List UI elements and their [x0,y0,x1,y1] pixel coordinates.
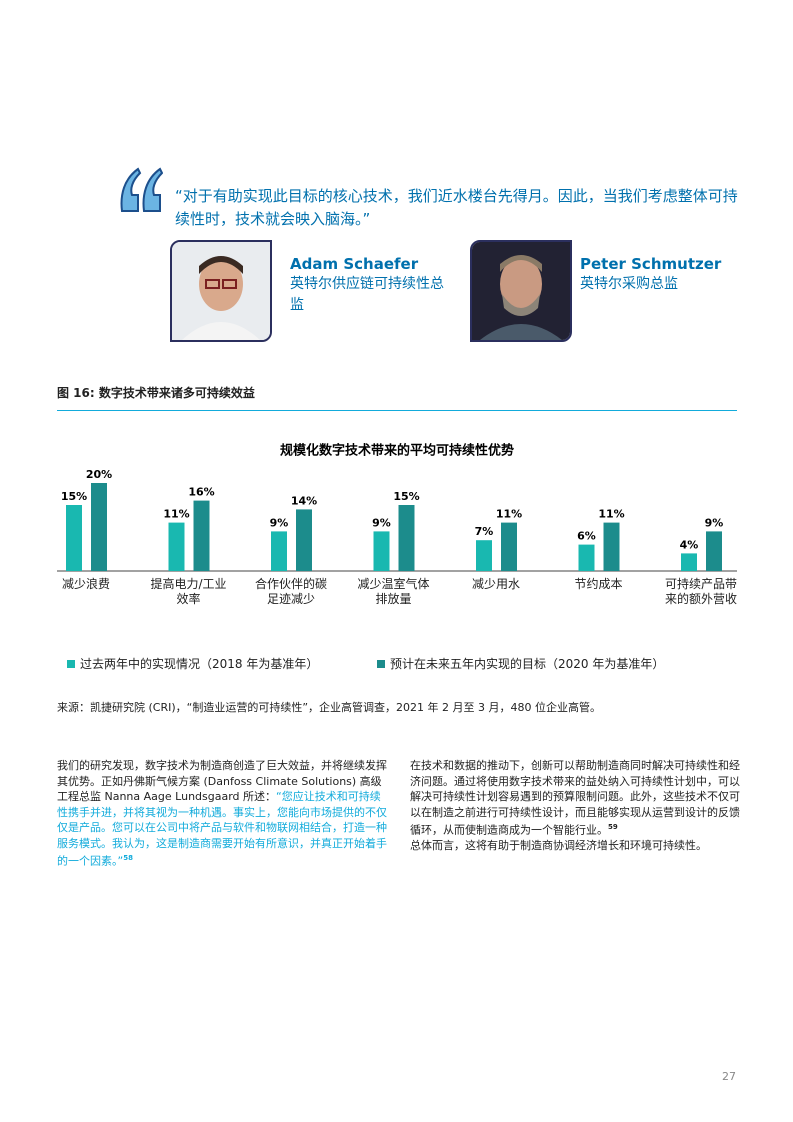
x-tick-label: 节约成本 [574,577,623,591]
person-role: 英特尔采购总监 [580,276,678,292]
bar [603,522,620,571]
footnote: 59 [608,823,618,831]
x-tick-label: 提高电力/工业效率 [150,577,227,606]
x-tick-label: 合作伙伴的碳足迹减少 [254,577,327,606]
value-label: 20% [86,468,112,481]
x-tick-label: 可持续产品带来的额外营收 [664,577,737,606]
legend-swatch [377,660,385,668]
bar [66,505,82,571]
quote: “对于有助实现此目标的核心技术，我们近水楼台先得月。因此，当我们考虑整体可持续性… [175,187,738,228]
bar [476,540,492,571]
bar [398,505,415,571]
bar [91,483,107,571]
page-number: 27 [722,1070,736,1083]
value-label: 9% [372,516,391,529]
body-right: 在技术和数据的推动下，创新可以帮助制造商同时解决可持续性和经济问题。通过将使用数… [410,758,750,854]
legend-item: 过去两年中的实现情况（2018 年为基准年） [67,655,318,672]
source: 来源：凯捷研究院 (CRI)，“制造业运营的可持续性”，企业高管调查，2021 … [57,701,602,714]
legend-item: 预计在未来五年内实现的目标（2020 年为基准年） [377,655,664,672]
body-text: 在技术和数据的推动下，创新可以帮助制造商同时解决可持续性和经济问题。通过将使用数… [410,759,740,837]
body-left: 我们的研究发现，数字技术为制造商创造了巨大效益，并将继续发挥其优势。正如丹佛斯气… [57,758,387,869]
divider [57,410,737,411]
value-label: 9% [270,516,289,529]
body-quote: “您应让技术和可持续性携手并进，并将其视为一种机遇。事实上，您能向市场提供的不仅… [57,790,387,868]
bar [193,500,210,571]
person-name: Peter Schmutzer [580,255,722,273]
bar [168,522,185,571]
person-role: 英特尔供应链可持续性总监 [290,276,444,313]
footnote: 58 [123,854,133,862]
value-label: 15% [393,490,419,503]
value-label: 6% [577,530,596,543]
value-label: 4% [680,538,699,551]
bar [578,544,595,571]
value-label: 7% [475,525,494,538]
value-label: 11% [598,508,624,521]
bar [373,531,390,571]
value-label: 14% [291,494,317,507]
value-label: 15% [61,490,87,503]
person-name: Adam Schaefer [290,255,419,273]
value-label: 11% [496,508,522,521]
chart-title: 规模化数字技术带来的平均可持续性优势 [280,443,514,459]
bar [296,509,312,571]
x-tick-label: 减少浪费 [61,577,110,591]
body-text: 我们的研究发现，数字技术为制造商创造了巨大效益，并将继续发挥其优势。正如丹佛斯气… [57,759,387,803]
bar [681,553,697,571]
legend-label: 过去两年中的实现情况（2018 年为基准年） [80,657,319,671]
chart-svg: 规模化数字技术带来的平均可持续性优势 15%20%11%16%9%14%9%15… [57,443,737,572]
bar [706,531,722,571]
chart: 规模化数字技术带来的平均可持续性优势 15% 20% 11% 16% 9% 14% 9% 15… [0,430,793,680]
body-text: 总体而言，这将有助于制造商协调经济增长和环境可持续性。 [410,839,707,853]
quote-icon [120,167,163,212]
legend-swatch [67,660,75,668]
value-label: 11% [163,508,189,521]
bar [501,522,517,571]
bar [271,531,287,571]
value-label: 16% [188,486,214,499]
portrait [472,242,570,340]
legend-label: 预计在未来五年内实现的目标（2020 年为基准年） [390,657,665,671]
x-tick-label: 减少温室气体排放量 [357,577,430,606]
photo [170,240,272,342]
figure-title: 图 16: 数字技术带来诸多可持续效益 [57,386,255,400]
value-label: 9% [705,516,724,529]
x-tick-label: 减少用水 [471,577,520,591]
photo [470,240,572,342]
portrait [172,242,270,340]
